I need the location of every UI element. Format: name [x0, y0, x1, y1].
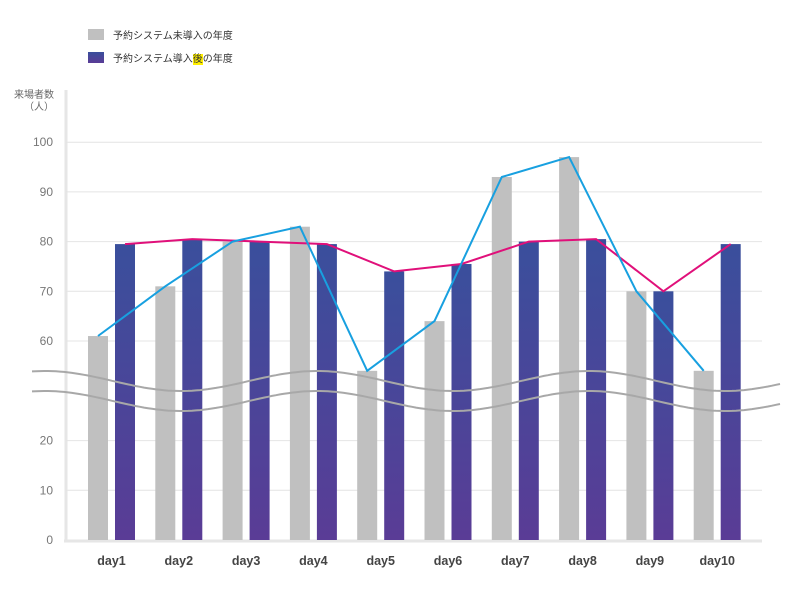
trend-lines — [97, 155, 732, 373]
y-tick-label: 80 — [40, 235, 54, 249]
y-tick-label: 60 — [40, 334, 54, 348]
line-after-trend — [124, 238, 732, 293]
bar-before-day9 — [626, 291, 647, 540]
x-tick-label: day3 — [232, 554, 261, 568]
bar-before-day10 — [693, 370, 714, 540]
x-tick-label: day1 — [97, 554, 126, 568]
legend-label-before: 予約システム未導入の年度 — [113, 30, 233, 42]
axis-break-wave-top — [31, 370, 781, 392]
legend-swatch-after — [88, 51, 104, 63]
bar-after-day9 — [653, 291, 674, 540]
y-axis-ticks: 0 10 20 60 70 80 90 100 — [33, 135, 53, 547]
x-tick-label: day8 — [568, 554, 597, 568]
y-axis-title-line2: （人） — [24, 102, 54, 113]
bar-after-day3 — [249, 241, 270, 540]
x-tick-label: day7 — [501, 554, 530, 568]
x-axis-ticks: day1 day2 day3 day4 day5 day6 day7 day8 day9 day1… — [97, 554, 735, 568]
y-tick-label: 10 — [40, 483, 54, 497]
gridlines — [64, 90, 762, 543]
legend: 予約システム未導入の年度 予約システム導入後の年度 — [88, 24, 233, 70]
axis-break — [31, 370, 781, 412]
x-tick-label: day4 — [299, 554, 328, 568]
legend-item-after: 予約システム導入後の年度 — [88, 47, 233, 67]
bar-before-day5 — [357, 370, 378, 540]
legend-item-before: 予約システム未導入の年度 — [88, 24, 233, 44]
y-tick-label: 70 — [40, 284, 54, 298]
bar-before-day2 — [155, 286, 176, 540]
legend-label-after: 予約システム導入後の年度 — [113, 50, 233, 65]
legend-swatch-before — [88, 28, 104, 40]
bar-after-day10 — [720, 244, 741, 540]
y-tick-label: 20 — [40, 434, 54, 448]
y-axis-title: 来場者数 （人） — [6, 90, 54, 114]
x-tick-label: day10 — [699, 554, 734, 568]
x-tick-label: day2 — [165, 554, 194, 568]
bar-after-day1 — [115, 244, 135, 540]
y-tick-label: 0 — [46, 533, 53, 547]
bar-after-day7 — [518, 241, 539, 540]
x-tick-label: day9 — [636, 554, 665, 568]
y-axis-title-line1: 来場者数 — [14, 90, 54, 101]
bar-before-day3 — [222, 241, 243, 540]
bar-after-day8 — [586, 239, 607, 541]
x-tick-label: day6 — [434, 554, 463, 568]
legend-label-after-prefix: 予約システム導入 — [113, 53, 193, 65]
bar-before-day7 — [491, 176, 512, 541]
bar-before-day6 — [424, 321, 445, 540]
bar-before-day1 — [88, 336, 108, 540]
legend-label-after-suffix: の年度 — [202, 53, 233, 65]
bar-after-day6 — [451, 263, 472, 540]
bars — [88, 157, 741, 541]
y-tick-label: 90 — [40, 185, 54, 199]
line-before-trend — [97, 155, 705, 373]
bar-before-day8 — [559, 157, 580, 541]
bar-after-day5 — [384, 271, 405, 540]
legend-label-after-highlight: 後 — [192, 53, 203, 65]
bar-after-day2 — [182, 239, 203, 541]
x-tick-label: day5 — [366, 554, 395, 568]
bar-before-day4 — [289, 226, 310, 540]
axis-break-wave-bottom — [31, 390, 781, 412]
y-tick-label: 100 — [33, 135, 53, 149]
